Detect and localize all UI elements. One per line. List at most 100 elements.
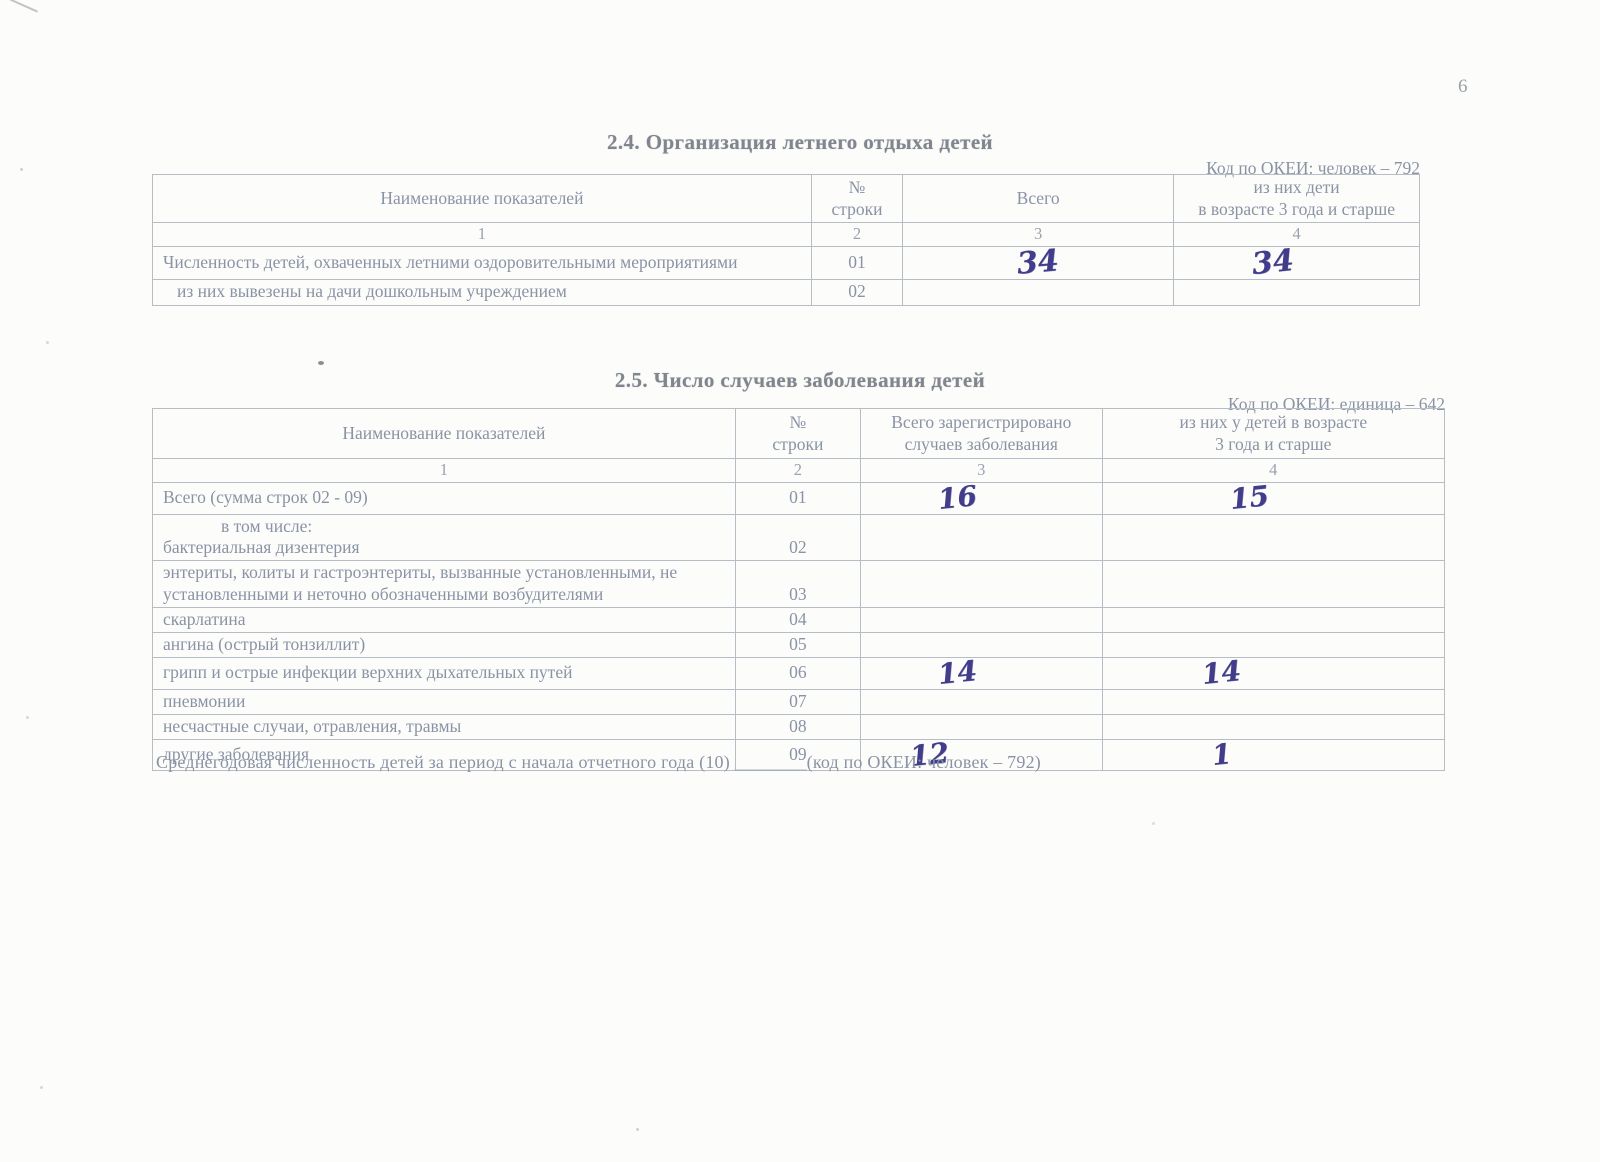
col-header-name: Наименование показателей bbox=[152, 174, 812, 223]
scan-speck bbox=[1152, 822, 1155, 825]
summer-recreation-table: Наименование показателей № строки Всего … bbox=[152, 174, 1420, 306]
handwritten-value: 1 bbox=[1209, 739, 1233, 771]
cell-total bbox=[860, 631, 1103, 658]
row-line-number: 04 bbox=[734, 607, 862, 633]
row-line-number: 08 bbox=[734, 713, 862, 740]
scan-speck bbox=[26, 716, 29, 719]
col-number: 3 bbox=[860, 458, 1103, 483]
col-number: 3 bbox=[902, 222, 1175, 247]
row-line-number: 03 bbox=[734, 560, 862, 608]
row-label: Всего (сумма строк 02 - 09) bbox=[152, 481, 736, 515]
cell-age3: 15 bbox=[1101, 481, 1446, 515]
row-label: энтериты, колиты и гастроэнтериты, вызва… bbox=[152, 560, 736, 608]
table-row: другие заболевания 09 12 1 bbox=[152, 738, 1446, 772]
cell-total: 34 bbox=[902, 245, 1175, 280]
col-number: 2 bbox=[734, 458, 862, 483]
handwritten-value: 14 bbox=[936, 657, 979, 690]
scan-speck bbox=[20, 168, 23, 171]
col-header-total: Всего bbox=[902, 174, 1175, 223]
cell-age3 bbox=[1101, 607, 1446, 633]
col-header-line-no: № строки bbox=[810, 174, 904, 223]
cell-total bbox=[860, 607, 1103, 633]
col-header-line-no: № строки bbox=[734, 408, 862, 459]
table-row: в том числе: бактериальная дизентерия 02 bbox=[152, 513, 1446, 562]
col-number: 1 bbox=[152, 222, 812, 247]
table-row: пневмонии 07 bbox=[152, 688, 1446, 715]
section-2-5-title: 2.5. Число случаев заболевания детей bbox=[614, 368, 986, 392]
row-line-number: 02 bbox=[734, 513, 862, 562]
row-label: грипп и острые инфекции верхних дыхатель… bbox=[152, 656, 736, 690]
row-label-prefix: в том числе: bbox=[221, 515, 313, 536]
disease-cases-table: Наименование показателей № строки Всего … bbox=[152, 408, 1446, 772]
header-row: Наименование показателей № строки Всего … bbox=[152, 408, 1446, 459]
scan-speck bbox=[636, 1128, 639, 1131]
col-number: 4 bbox=[1101, 458, 1446, 483]
col-header-name: Наименование показателей bbox=[152, 408, 736, 459]
scan-speck bbox=[46, 341, 49, 344]
cell-age3: 34 bbox=[1173, 245, 1420, 280]
footer-okei: (код по ОКЕИ: человек – 792) bbox=[806, 752, 1041, 772]
handwritten-value: 16 bbox=[936, 482, 979, 514]
footer-text: Среднегодовая численность детей за перио… bbox=[156, 752, 730, 772]
handwritten-value: 14 bbox=[1200, 657, 1243, 690]
cell-total bbox=[860, 713, 1103, 740]
header-row: Наименование показателей № строки Всего … bbox=[152, 174, 1420, 223]
row-label: из них вывезены на дачи дошкольным учреж… bbox=[152, 278, 812, 306]
cell-age3: 14 bbox=[1101, 656, 1446, 690]
cell-age3 bbox=[1101, 688, 1446, 715]
page-number: 6 bbox=[1458, 76, 1468, 97]
handwritten-value: 34 bbox=[1249, 246, 1296, 280]
cell-age3 bbox=[1101, 513, 1446, 562]
row-line-number: 06 bbox=[734, 656, 862, 690]
cell-age3 bbox=[1173, 278, 1420, 306]
blank-field: ________ bbox=[734, 752, 807, 772]
column-number-row: 1 2 3 4 bbox=[152, 222, 1420, 247]
table-row: Численность детей, охваченных летними оз… bbox=[152, 245, 1420, 280]
row-label: в том числе: бактериальная дизентерия bbox=[152, 513, 736, 562]
row-line-number: 07 bbox=[734, 688, 862, 715]
row-label: скарлатина bbox=[152, 607, 736, 633]
scan-speck bbox=[40, 1086, 43, 1089]
table-row: грипп и острые инфекции верхних дыхатель… bbox=[152, 656, 1446, 690]
row-label: Численность детей, охваченных летними оз… bbox=[152, 245, 812, 280]
row-line-number: 02 bbox=[810, 278, 904, 306]
section-2-4-title: 2.4. Организация летнего отдыха детей bbox=[606, 130, 994, 154]
col-number: 4 bbox=[1173, 222, 1420, 247]
table-row: ангина (острый тонзиллит) 05 bbox=[152, 631, 1446, 658]
col-number: 1 bbox=[152, 458, 736, 483]
avg-children-note: Среднегодовая численность детей за перио… bbox=[156, 752, 1041, 773]
table-row: скарлатина 04 bbox=[152, 607, 1446, 633]
col-header-age3: из них у детей в возрасте 3 года и старш… bbox=[1101, 408, 1446, 459]
scan-artifact bbox=[4, 0, 38, 26]
row-label: ангина (острый тонзиллит) bbox=[152, 631, 736, 658]
table-row: несчастные случаи, отравления, травмы 08 bbox=[152, 713, 1446, 740]
cell-age3 bbox=[1101, 631, 1446, 658]
row-line-number: 09 bbox=[734, 738, 862, 772]
cell-total bbox=[902, 278, 1175, 306]
handwritten-value: 15 bbox=[1228, 482, 1271, 514]
cell-total bbox=[860, 560, 1103, 608]
scan-speck bbox=[318, 361, 324, 365]
row-label: несчастные случаи, отравления, травмы bbox=[152, 713, 736, 740]
row-line-number: 01 bbox=[734, 481, 862, 515]
row-line-number: 05 bbox=[734, 631, 862, 658]
cell-total: 14 bbox=[860, 656, 1103, 690]
cell-total: 16 bbox=[860, 481, 1103, 515]
column-number-row: 1 2 3 4 bbox=[152, 458, 1446, 483]
table-row: энтериты, колиты и гастроэнтериты, вызва… bbox=[152, 560, 1446, 608]
cell-age3 bbox=[1101, 560, 1446, 608]
col-number: 2 bbox=[810, 222, 904, 247]
handwritten-value: 34 bbox=[1015, 246, 1061, 280]
row-label: пневмонии bbox=[152, 688, 736, 715]
cell-total bbox=[860, 688, 1103, 715]
table-row: Всего (сумма строк 02 - 09) 01 16 15 bbox=[152, 481, 1446, 515]
col-header-total: Всего зарегистрировано случаев заболеван… bbox=[860, 408, 1103, 459]
row-line-number: 01 bbox=[810, 245, 904, 280]
col-header-age3: из них дети в возрасте 3 года и старше bbox=[1173, 174, 1420, 223]
cell-age3: 1 bbox=[1101, 738, 1446, 772]
cell-age3 bbox=[1101, 713, 1446, 740]
cell-total bbox=[860, 513, 1103, 562]
cell-total: 12 bbox=[860, 738, 1103, 772]
row-label: другие заболевания bbox=[152, 738, 736, 772]
